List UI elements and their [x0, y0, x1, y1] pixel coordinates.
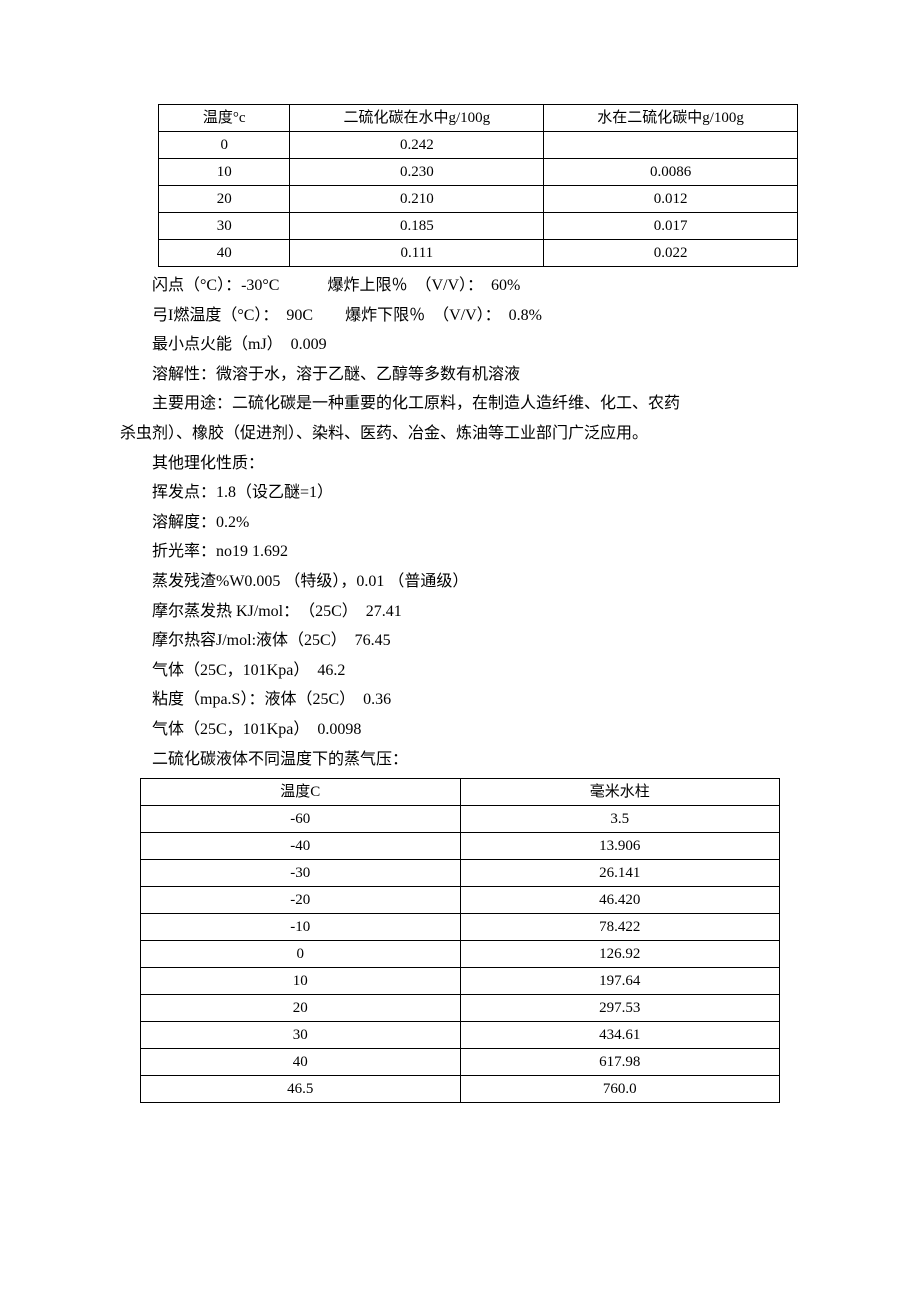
table-row: -4013.906 [141, 833, 780, 860]
cell: 40 [159, 240, 290, 267]
cell: 10 [141, 968, 461, 995]
cell: 0.230 [290, 159, 544, 186]
table-row: 20 0.210 0.012 [159, 186, 798, 213]
table-row: -2046.420 [141, 887, 780, 914]
table-row: -603.5 [141, 806, 780, 833]
body-paragraph: 气体（25C，101Kpa） 0.0098 [120, 715, 800, 745]
cell: 0.111 [290, 240, 544, 267]
cell: 46.5 [141, 1076, 461, 1103]
table-row: 40 0.111 0.022 [159, 240, 798, 267]
col-header: 水在二硫化碳中g/100g [544, 105, 798, 132]
table-header-row: 温度C 毫米水柱 [141, 779, 780, 806]
col-header: 二硫化碳在水中g/100g [290, 105, 544, 132]
cell: -10 [141, 914, 461, 941]
cell: 26.141 [460, 860, 780, 887]
cell: 40 [141, 1049, 461, 1076]
cell: 0 [159, 132, 290, 159]
table-row: 0126.92 [141, 941, 780, 968]
cell: 197.64 [460, 968, 780, 995]
cell: 46.420 [460, 887, 780, 914]
cell: 0 [141, 941, 461, 968]
cell: 20 [141, 995, 461, 1022]
body-paragraph: 蒸发残渣%W0.005 （特级），0.01 （普通级） [120, 567, 800, 597]
body-paragraph-continuation: 杀虫剂）、橡胶（促进剂）、染料、医药、冶金、炼油等工业部门广泛应用。 [120, 419, 800, 449]
cell: 0.0086 [544, 159, 798, 186]
table-row: 46.5760.0 [141, 1076, 780, 1103]
cell [544, 132, 798, 159]
table-row: 20297.53 [141, 995, 780, 1022]
body-paragraph: 粘度（mpa.S）：液体（25C） 0.36 [120, 685, 800, 715]
body-paragraph: 主要用途：二硫化碳是一种重要的化工原料，在制造人造纤维、化工、农药 [120, 389, 800, 419]
cell: 126.92 [460, 941, 780, 968]
cell: 20 [159, 186, 290, 213]
table-row: -1078.422 [141, 914, 780, 941]
body-paragraph: 二硫化碳液体不同温度下的蒸气压： [120, 745, 800, 775]
cell: 3.5 [460, 806, 780, 833]
body-paragraph: 挥发点：1.8（设乙醚=1） [120, 478, 800, 508]
cell: -60 [141, 806, 461, 833]
table-row: 30 0.185 0.017 [159, 213, 798, 240]
cell: 297.53 [460, 995, 780, 1022]
body-paragraph: 气体（25C，101Kpa） 46.2 [120, 656, 800, 686]
cell: 0.022 [544, 240, 798, 267]
cell: 760.0 [460, 1076, 780, 1103]
body-paragraph: 摩尔热容J/mol:液体（25C） 76.45 [120, 626, 800, 656]
cell: 13.906 [460, 833, 780, 860]
body-paragraph: 溶解性：微溶于水，溶于乙醚、乙醇等多数有机溶液 [120, 360, 800, 390]
cell: 10 [159, 159, 290, 186]
body-paragraph: 溶解度：0.2% [120, 508, 800, 538]
col-header: 温度C [141, 779, 461, 806]
cell: 78.422 [460, 914, 780, 941]
cell: -40 [141, 833, 461, 860]
body-paragraph: 最小点火能（mJ） 0.009 [120, 330, 800, 360]
body-paragraph: 折光率：no19 1.692 [120, 537, 800, 567]
cell: -20 [141, 887, 461, 914]
table-row: 40617.98 [141, 1049, 780, 1076]
body-paragraph: 摩尔蒸发热 KJ/mol： （25C） 27.41 [120, 597, 800, 627]
solubility-table: 温度°c 二硫化碳在水中g/100g 水在二硫化碳中g/100g 0 0.242… [158, 104, 798, 267]
col-header: 毫米水柱 [460, 779, 780, 806]
cell: 617.98 [460, 1049, 780, 1076]
body-paragraph: 其他理化性质： [120, 449, 800, 479]
cell: 30 [141, 1022, 461, 1049]
cell: 434.61 [460, 1022, 780, 1049]
table-row: 10197.64 [141, 968, 780, 995]
col-header: 温度°c [159, 105, 290, 132]
cell: -30 [141, 860, 461, 887]
cell: 30 [159, 213, 290, 240]
body-paragraph: 弓I燃温度（°C）： 90C 爆炸下限％ （V/V）： 0.8% [120, 301, 800, 331]
table-row: -3026.141 [141, 860, 780, 887]
cell: 0.242 [290, 132, 544, 159]
body-text: 闪点（°C）：-30°C 爆炸上限％ （V/V）： 60%弓I燃温度（°C）： … [120, 271, 800, 774]
vapor-pressure-table: 温度C 毫米水柱 -603.5 -4013.906 -3026.141 -204… [140, 778, 780, 1103]
table-header-row: 温度°c 二硫化碳在水中g/100g 水在二硫化碳中g/100g [159, 105, 798, 132]
table-row: 10 0.230 0.0086 [159, 159, 798, 186]
cell: 0.210 [290, 186, 544, 213]
cell: 0.185 [290, 213, 544, 240]
cell: 0.012 [544, 186, 798, 213]
table-row: 0 0.242 [159, 132, 798, 159]
cell: 0.017 [544, 213, 798, 240]
table-row: 30434.61 [141, 1022, 780, 1049]
body-paragraph: 闪点（°C）：-30°C 爆炸上限％ （V/V）： 60% [120, 271, 800, 301]
